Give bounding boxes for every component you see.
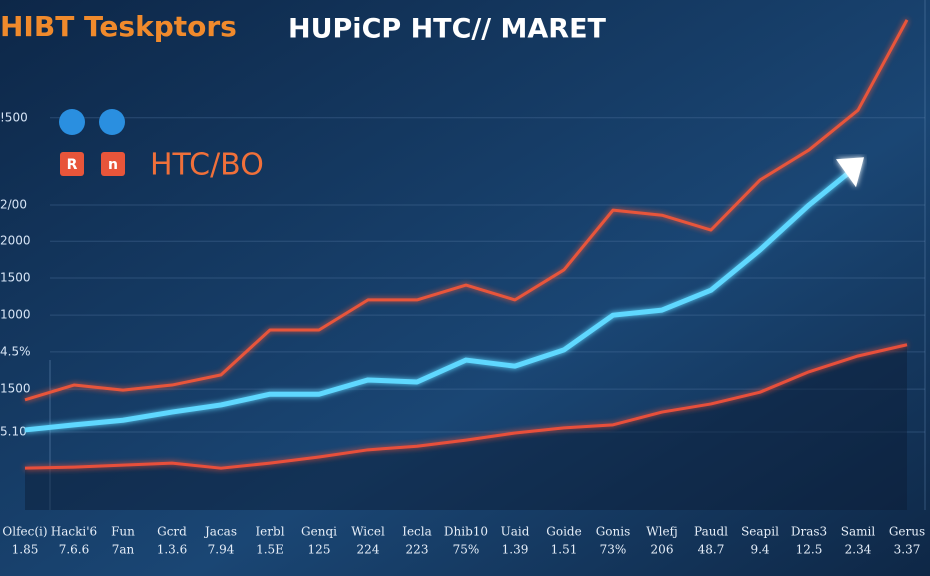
x-tick-value: 1.39 <box>502 543 529 557</box>
x-tick-value: 7.6.6 <box>59 543 90 557</box>
x-tick-value: 125 <box>308 543 331 557</box>
x-tick-label: Dhib10 <box>444 525 488 539</box>
x-tick-label: Gonis <box>596 525 631 539</box>
series-line <box>24 163 860 433</box>
arrow-head <box>836 157 864 188</box>
x-tick-label: Genqi <box>301 525 337 539</box>
y-tick-label: 1500 <box>0 382 31 396</box>
legend-swatch <box>60 152 84 176</box>
x-tick-label: Hacki'6 <box>51 525 97 539</box>
x-tick-label: Dras3 <box>791 525 827 539</box>
x-tick-label: Wlefj <box>646 525 677 539</box>
x-tick-label: Fun <box>111 525 135 539</box>
x-tick-value: 7.94 <box>208 543 235 557</box>
y-tick-label: !500 <box>0 110 28 124</box>
x-tick-value: 12.5 <box>796 543 823 557</box>
y-tick-label: 2000 <box>0 234 31 248</box>
x-tick-value: 48.7 <box>698 543 725 557</box>
legend-icon <box>59 109 85 135</box>
x-tick-value: 1.3.6 <box>157 543 188 557</box>
legend-icon-label: n <box>108 157 118 173</box>
y-tick-label: 1500 <box>0 270 31 284</box>
series-line <box>24 343 908 470</box>
x-tick-value: 7an <box>112 543 135 557</box>
y-tick-label: 1000 <box>0 308 31 322</box>
x-tick-label: Gerus <box>889 525 925 539</box>
x-tick-label: Wicel <box>351 525 385 539</box>
x-tick-value: 1.5E <box>256 543 284 557</box>
x-tick-label: Paudl <box>694 525 728 539</box>
y-tick-label: 5.10 <box>0 424 27 438</box>
x-tick-label: Uaid <box>501 525 530 539</box>
x-tick-value: 2.34 <box>845 543 872 557</box>
x-tick-label: Olfec(i) <box>2 525 47 539</box>
legend-icon-label: R <box>67 157 78 173</box>
x-tick-value: 224 <box>357 543 380 557</box>
x-tick-value: 1.51 <box>551 543 578 557</box>
y-tick-label: 2/00 <box>0 198 27 212</box>
x-tick-label: Seapil <box>741 525 779 539</box>
x-tick-value: 223 <box>406 543 429 557</box>
x-tick-value: 9.4 <box>750 543 769 557</box>
x-tick-value: 1.85 <box>12 543 39 557</box>
legend-title: HTC/BO <box>150 148 264 183</box>
x-tick-label: Iecla <box>402 525 432 539</box>
x-tick-label: Jacas <box>203 525 237 539</box>
chart-title: HIBT Teskptors <box>0 10 237 43</box>
x-tick-label: Gcrd <box>157 525 187 539</box>
x-tick-label: Ierbl <box>255 525 284 539</box>
y-tick-label: 4.5% <box>0 344 31 358</box>
chart-subtitle: HUPiCP HTC// MARET <box>288 14 607 45</box>
x-tick-label: Goide <box>546 525 581 539</box>
legend-swatch <box>101 152 125 176</box>
area <box>25 344 907 510</box>
series-line <box>24 19 909 402</box>
x-tick-value: 3.37 <box>894 543 921 557</box>
legend-icon <box>99 109 125 135</box>
x-tick-value: 206 <box>651 543 674 557</box>
x-tick-value: 73% <box>600 543 627 557</box>
x-tick-label: Samil <box>841 525 876 539</box>
x-tick-value: 75% <box>453 543 480 557</box>
